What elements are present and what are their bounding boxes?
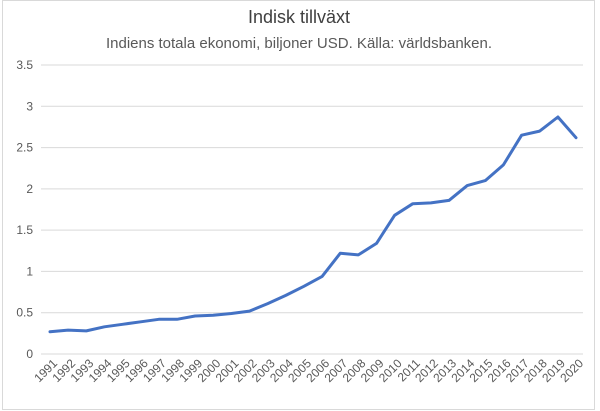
y-tick-label: 1.5	[16, 223, 33, 237]
gdp-line-series	[48, 115, 578, 334]
chart-subtitle: Indiens totala ekonomi, biljoner USD. Kä…	[106, 35, 492, 52]
y-tick-label: 2.5	[16, 141, 33, 155]
y-tick-label: 3.5	[16, 58, 33, 72]
chart-title: Indisk tillväxt	[248, 7, 350, 27]
y-tick-label: 2	[26, 182, 33, 196]
y-tick-label: 0	[26, 347, 33, 361]
y-tick-label: 1	[26, 264, 33, 278]
y-tick-label: 3	[26, 99, 33, 113]
y-tick-label: 0.5	[16, 306, 33, 320]
y-axis-labels: 0 0.5 1 1.5 2 2.5 3 3.5	[16, 58, 33, 361]
gridlines	[41, 64, 583, 355]
